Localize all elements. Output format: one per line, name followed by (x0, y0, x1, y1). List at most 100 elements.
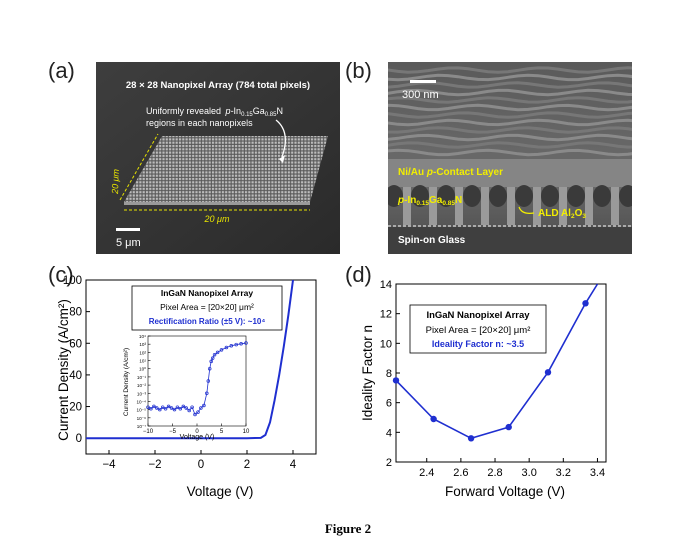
inset-ytick-label-9: 10² (139, 350, 146, 355)
inset-point-1 (149, 407, 153, 411)
pillar-1 (429, 187, 437, 225)
panel-c-xtick-label-1: −2 (148, 459, 161, 471)
inset-ylabel: Current Density (A/cm²) (123, 348, 130, 416)
inset-axes: −10 −5 0 5 10 10⁻⁷ 10⁻⁶ 10⁻⁵ 10⁻⁴ 10⁻³ 10⁻² 10⁻¹ 10⁰… (136, 334, 250, 435)
ald-arrow (518, 206, 535, 214)
panel-b-scale-label: 300 nm (402, 89, 439, 101)
contact-wave-7 (388, 118, 632, 127)
inset-point-0 (146, 405, 150, 409)
inset-point-16 (193, 412, 197, 417)
inset-xtick-label-4: 10 (243, 429, 250, 435)
inset-point-26 (215, 350, 220, 355)
glass-layer (388, 227, 632, 254)
panel-d-label: (d) (345, 262, 372, 287)
inset-point-17 (196, 410, 200, 414)
inset-xlabel: Voltage (V) (180, 434, 215, 441)
panel-c-ytick-label-2: 40 (69, 370, 82, 382)
contact-wave-6 (388, 111, 632, 119)
inset-point-11 (178, 407, 183, 411)
inset-point-30 (234, 342, 238, 347)
panel-d-ytick-label-6: 14 (380, 279, 392, 291)
panel-d-point-2 (467, 435, 475, 442)
inset-point-10 (175, 405, 180, 409)
nanopixel-array (124, 136, 328, 202)
panel-d-xtick-label-4: 3.2 (556, 467, 571, 479)
inset-point-23 (209, 359, 213, 364)
panel-c-xtick-label-2: 0 (198, 459, 204, 471)
panel-d-point-4 (544, 369, 552, 376)
panel-c-label: (c) (48, 262, 74, 287)
inset-point-4 (158, 407, 162, 412)
panel-d-ylabel: Ideality Factor n (360, 325, 375, 421)
pillar-gap-7 (567, 185, 585, 207)
panel-b-scale-bar (410, 80, 436, 83)
panel-d-point-1 (430, 415, 437, 423)
panel-d-ytick-label-5: 12 (380, 309, 392, 321)
panel-c-ytick-label-5: 100 (63, 275, 82, 287)
inset-ytick-label-6: 10⁻¹ (137, 375, 147, 380)
panel-d-legend-ideality: Ideality Factor n: ~3.5 (432, 339, 524, 349)
panel-c-legend-box (131, 285, 283, 331)
panel-c-ytick-label-1: 20 (69, 402, 82, 414)
inset-xtick-label-1: −5 (169, 429, 177, 435)
inset-xtick-label-3: 5 (220, 429, 224, 435)
figure-caption: Figure 2 (324, 521, 372, 536)
annotation-line1: Uniformly revealed p-In0.15Ga0.85N (146, 106, 283, 118)
array-edge (124, 202, 310, 205)
panel-c-ytick-label-4: 80 (69, 307, 82, 319)
contact-wave-8 (388, 126, 632, 134)
contact-wave-10 (388, 141, 632, 149)
contact-wave-4 (388, 96, 632, 104)
panel-d-point-5 (582, 300, 589, 307)
panel-d-xlabel: Forward Voltage (V) (445, 484, 565, 499)
inset-point-5 (160, 405, 165, 409)
pillar-5 (533, 187, 541, 225)
panel-d-ytick-label-4: 10 (380, 338, 392, 350)
inset-point-7 (166, 404, 171, 409)
inset-xtick-label-2: 0 (195, 429, 199, 435)
pillar-6 (559, 187, 567, 225)
panel-a-scale-label: 5 μm (116, 237, 141, 249)
panel-c-legend-area: Pixel Area = [20×20] μm² (160, 302, 254, 312)
panel-a-title: 28 × 28 Nanopixel Array (784 total pixel… (126, 80, 310, 91)
panel-c-series (86, 279, 294, 440)
pillar-gap-1 (411, 185, 429, 207)
inset-point-32 (244, 341, 248, 345)
annotation-arrow (275, 119, 287, 158)
panel-a-svg: 28 × 28 Nanopixel Array (784 total pixel… (96, 62, 340, 254)
panel-d-xtick-label-2: 2.8 (487, 467, 502, 479)
inset-xtick-label-0: −10 (143, 429, 154, 435)
panel-b-svg: 300 nm Ni/Au p-Contact Layer p-In0.15Ga0… (388, 62, 632, 254)
panel-a-label: (a) (48, 58, 75, 83)
ingan-label: p-In0.15Ga0.85N (397, 195, 462, 207)
inset-point-19 (202, 403, 206, 408)
inset-point-6 (163, 407, 168, 411)
panel-d-xtick-label-1: 2.6 (453, 467, 468, 479)
glass-label: Spin-on Glass (398, 235, 466, 246)
contact-wave-1 (388, 73, 632, 82)
pillar-gap-2 (437, 185, 455, 207)
inset-point-29 (229, 344, 234, 348)
inset-series (146, 341, 248, 417)
pillar-4 (507, 187, 515, 225)
ald-label: ALD Al2O3 (538, 208, 586, 220)
bottom-dimension-label: 20 μm (204, 214, 230, 224)
inset-ytick-label-10: 10³ (139, 342, 146, 347)
pillar-gap-9 (619, 185, 632, 207)
panel-d-ytick-label-0: 2 (386, 457, 392, 469)
pillar-gap-5 (515, 185, 533, 207)
inset-point-3 (155, 406, 159, 410)
panel-d-legend-box (409, 304, 547, 354)
side-dimension-line (119, 133, 159, 201)
inset-ytick-label-1: 10⁻⁶ (137, 416, 147, 421)
panel-c-legend-title: InGaN Nanopixel Array (161, 288, 254, 298)
inset-point-13 (184, 406, 188, 410)
panel-d-series (392, 283, 599, 442)
inset-point-31 (239, 342, 243, 346)
pillar-gap-0 (388, 185, 403, 207)
contact-layer-texture (388, 66, 632, 187)
annotation-arrow-head (279, 155, 285, 163)
inset-point-14 (187, 408, 191, 413)
